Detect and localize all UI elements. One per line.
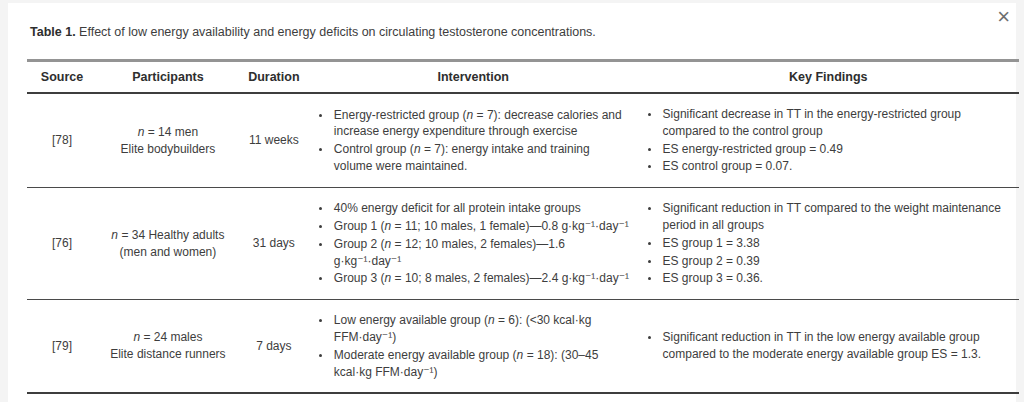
table-caption: Table 1. Effect of low energy availabili… (30, 25, 1000, 39)
participants-cell: n = 34 Healthy adults(men and women) (97, 188, 239, 300)
key-findings-cell: Significant reduction in TT in the low e… (638, 300, 1019, 394)
intervention-cell: 40% energy deficit for all protein intak… (309, 188, 638, 300)
source-cell: [76] (27, 188, 97, 300)
participants-cell: n = 14 menElite bodybuilders (97, 93, 239, 188)
bullet-item: 40% energy deficit for all protein intak… (332, 200, 632, 217)
key-findings-cell: Significant reduction in TT compared to … (638, 188, 1019, 300)
bullet-item: Moderate energy available group (n = 18)… (332, 347, 632, 381)
bullet-item: Group 1 (n = 11; 10 males, 1 female)—0.8… (332, 218, 632, 235)
bullet-item: Significant reduction in TT compared to … (661, 200, 1013, 234)
table-row: [78]n = 14 menElite bodybuilders11 weeks… (27, 93, 1019, 188)
bullet-item: ES energy-restricted group = 0.49 (661, 141, 1013, 158)
bullet-item: ES group 1 = 3.38 (661, 235, 1013, 252)
participants-cell: n = 24 malesElite distance runners (97, 300, 239, 394)
header-row: Source Participants Duration Interventio… (27, 61, 1019, 94)
column-header-key-findings: Key Findings (638, 61, 1019, 94)
data-table: Source Participants Duration Interventio… (27, 59, 1019, 394)
bullet-item: Group 3 (n = 10; 8 males, 2 females)—2.4… (332, 270, 632, 287)
intervention-cell: Low energy available group (n = 6): (<30… (309, 300, 638, 394)
table-body: [78]n = 14 menElite bodybuilders11 weeks… (27, 93, 1019, 393)
close-icon[interactable]: × (997, 6, 1010, 28)
duration-cell: 31 days (239, 188, 309, 300)
column-header-intervention: Intervention (309, 61, 638, 94)
table-caption-text: Effect of low energy availability and en… (79, 25, 596, 39)
source-cell: [78] (27, 93, 97, 188)
table-modal: Table 1. Effect of low energy availabili… (8, 3, 1016, 402)
bullet-item: Group 2 (n = 12; 10 males, 2 females)—1.… (332, 236, 632, 270)
intervention-cell: Energy-restricted group (n = 7): decreas… (309, 93, 638, 188)
bullet-item: ES group 3 = 0.36. (661, 270, 1013, 287)
bullet-item: Low energy available group (n = 6): (<30… (332, 312, 632, 346)
table-row: [79]n = 24 malesElite distance runners7 … (27, 300, 1019, 394)
bullet-item: Control group (n = 7): energy intake and… (332, 141, 632, 175)
column-header-source: Source (27, 61, 97, 94)
bullet-item: Significant decrease in TT in the energy… (661, 106, 1013, 140)
bullet-item: Significant reduction in TT in the low e… (661, 329, 1013, 363)
duration-cell: 7 days (239, 300, 309, 394)
duration-cell: 11 weeks (239, 93, 309, 188)
key-findings-cell: Significant decrease in TT in the energy… (638, 93, 1019, 188)
source-cell: [79] (27, 300, 97, 394)
table-caption-label: Table 1. (30, 25, 76, 39)
bullet-item: ES group 2 = 0.39 (661, 253, 1013, 270)
table-footnote: FFM = Fat free mass; TT = Total testoste… (27, 394, 1000, 402)
table-row: [76]n = 34 Healthy adults(men and women)… (27, 188, 1019, 300)
bullet-item: Energy-restricted group (n = 7): decreas… (332, 107, 632, 141)
column-header-duration: Duration (239, 61, 309, 94)
column-header-participants: Participants (97, 61, 239, 94)
bullet-item: ES control group = 0.07. (661, 158, 1013, 175)
